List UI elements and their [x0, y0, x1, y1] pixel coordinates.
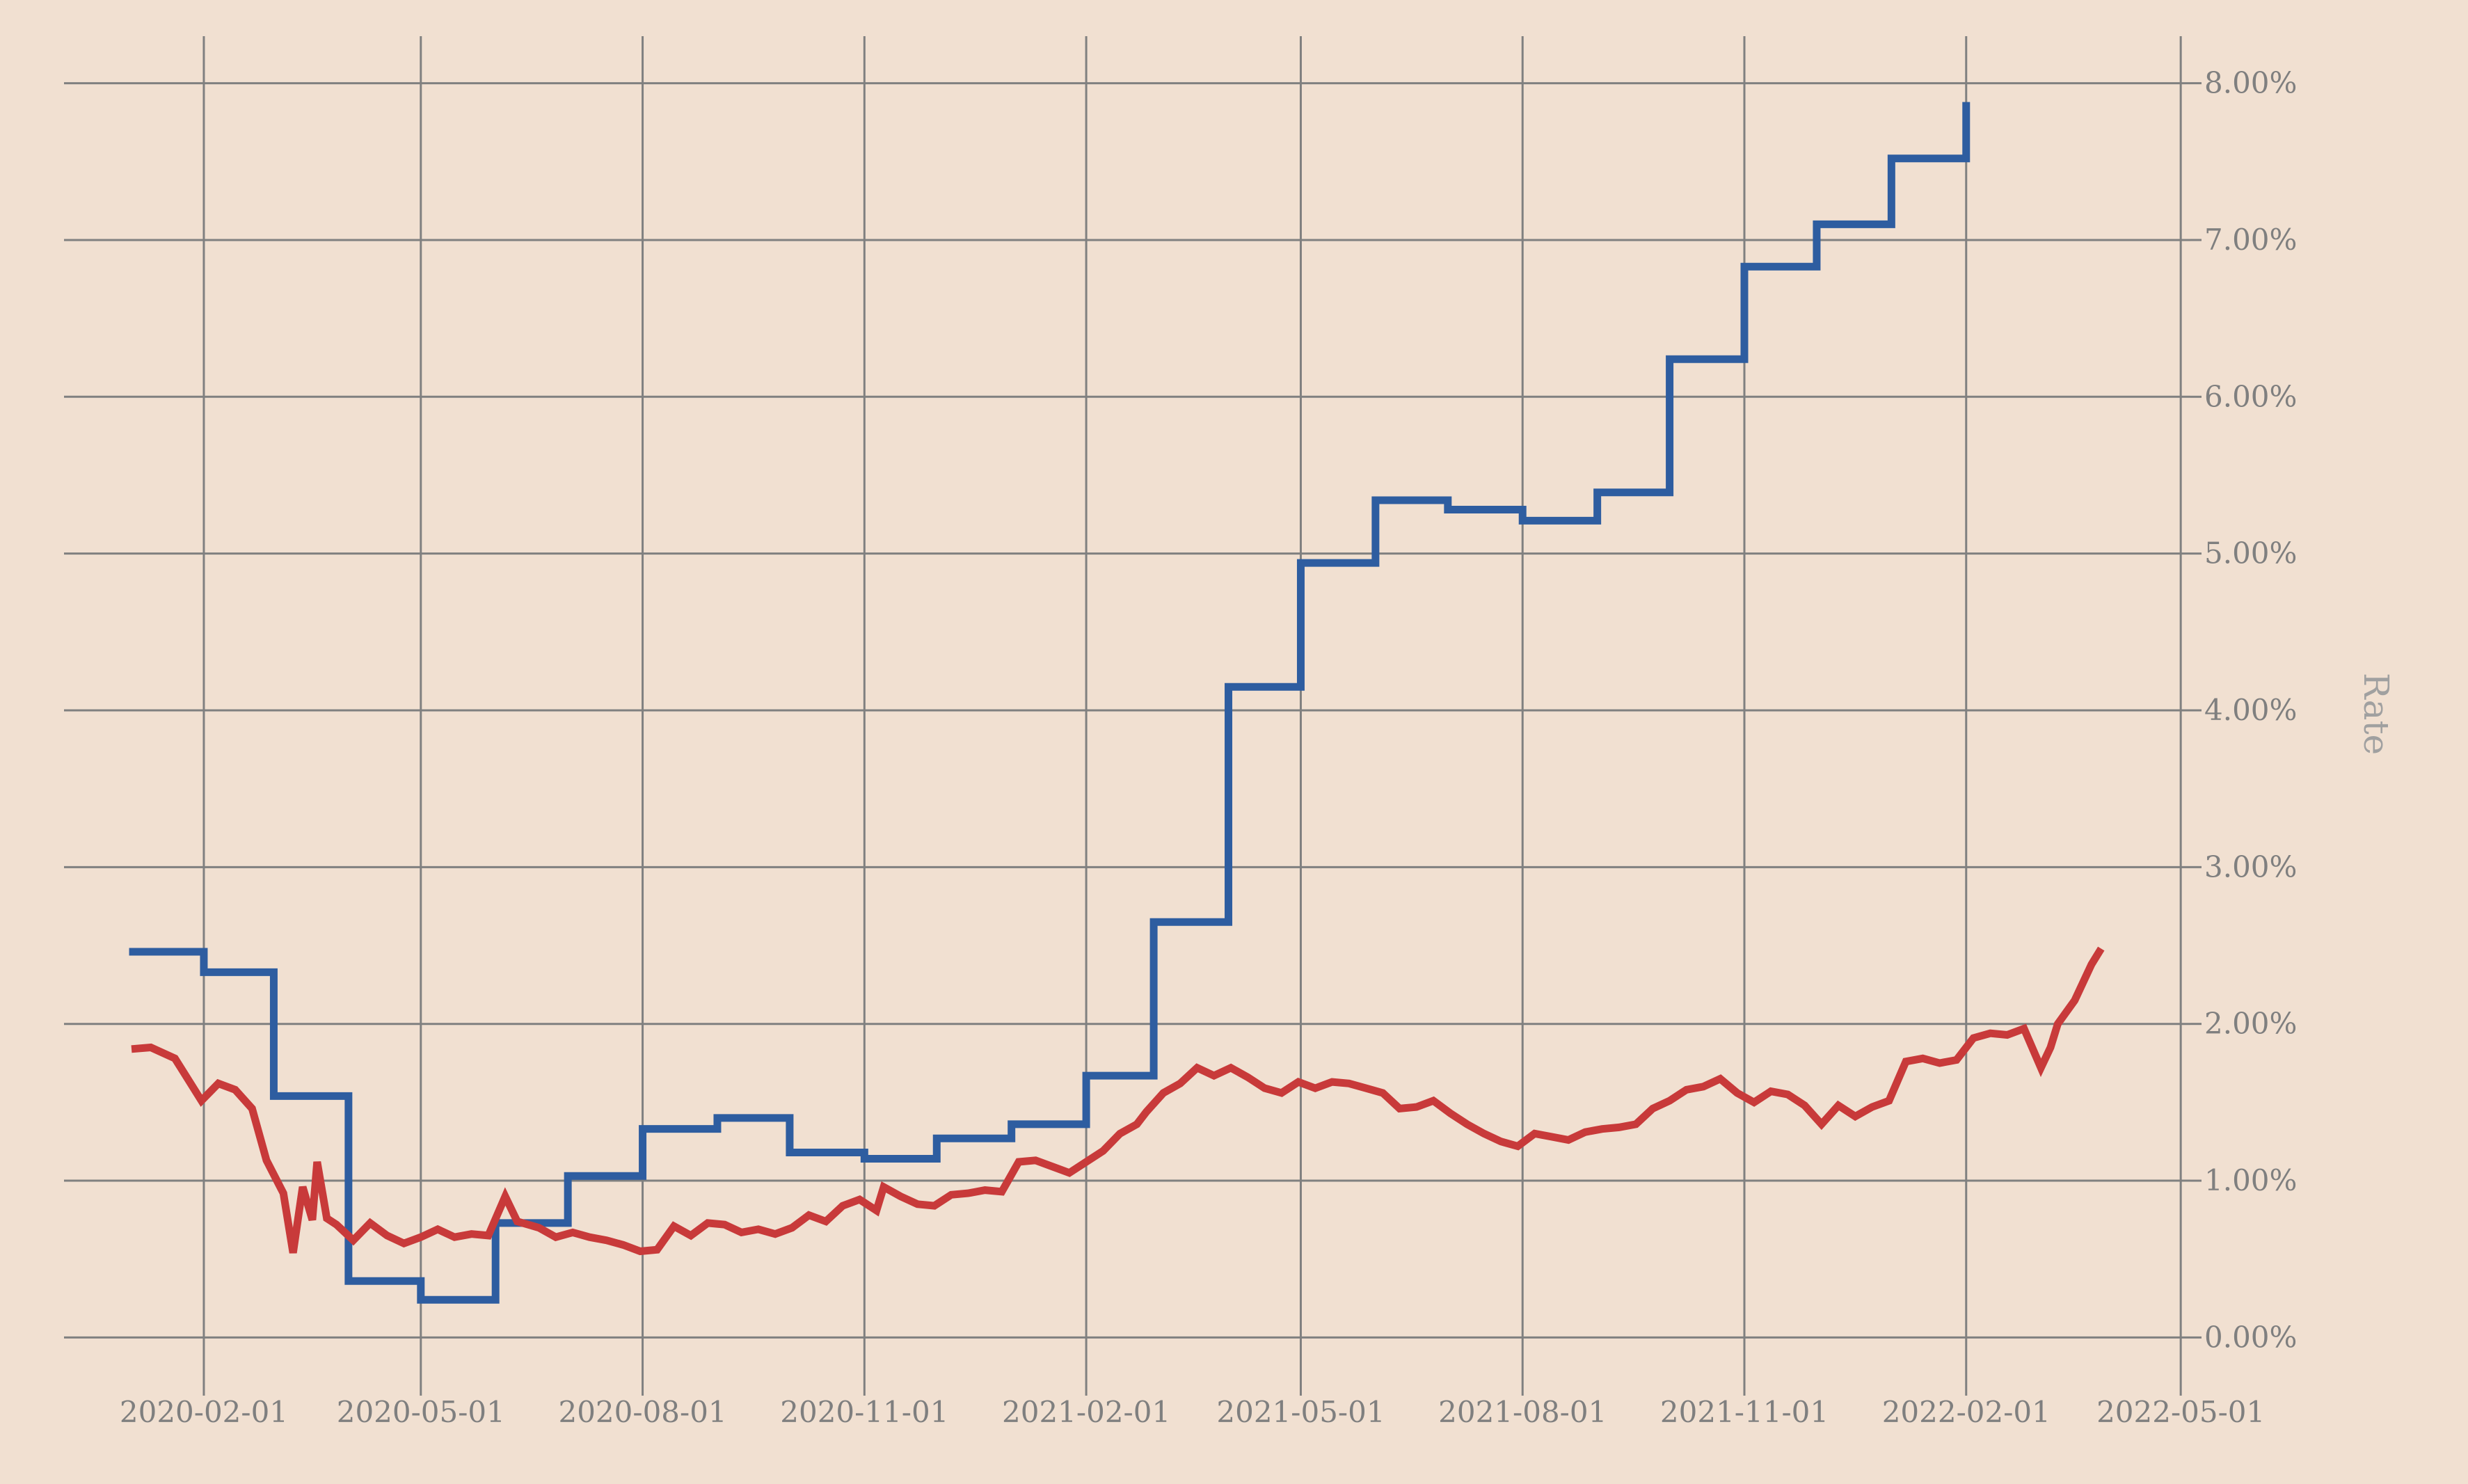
y-tick-label: 2.00%	[2204, 1007, 2297, 1041]
tick-labels: 2020-02-01 2020-05-01 2020-08-01 2020-11-01…	[120, 66, 2298, 1429]
x-tick-label: 2020-05-01	[337, 1395, 505, 1429]
x-tick-label: 2022-05-01	[2096, 1395, 2265, 1429]
y-axis-label: Rate	[2356, 673, 2396, 755]
y-tick-label: 7.00%	[2204, 223, 2297, 257]
axes	[202, 82, 2202, 1396]
x-tick-label: 2022-02-01	[1882, 1395, 2051, 1429]
grid-lines	[64, 36, 2190, 1385]
y-tick-label: 3.00%	[2204, 849, 2297, 884]
y-tick-label: 6.00%	[2204, 379, 2297, 413]
x-tick-label: 2020-02-01	[120, 1395, 288, 1429]
x-tick-label: 2021-08-01	[1438, 1395, 1607, 1429]
y-tick-label: 1.00%	[2204, 1163, 2297, 1197]
y-tick-label: 5.00%	[2204, 536, 2297, 571]
x-tick-label: 2020-11-01	[780, 1395, 948, 1429]
series-layer	[129, 102, 2105, 1304]
x-tick-label: 2021-05-01	[1216, 1395, 1385, 1429]
x-tick-label: 2021-11-01	[1660, 1395, 1829, 1429]
y-tick-label: 0.00%	[2204, 1320, 2297, 1354]
series-line-2	[131, 946, 2105, 1256]
x-tick-label: 2020-08-01	[558, 1395, 726, 1429]
y-tick-label: 4.00%	[2204, 693, 2297, 727]
series-line-1	[129, 102, 1971, 1304]
y-tick-label: 8.00%	[2204, 66, 2297, 100]
x-tick-label: 2021-02-01	[1002, 1395, 1170, 1429]
